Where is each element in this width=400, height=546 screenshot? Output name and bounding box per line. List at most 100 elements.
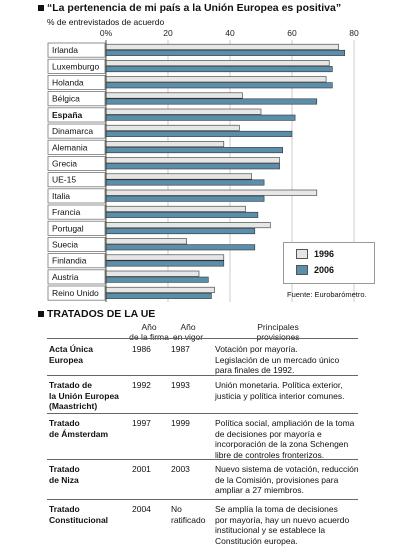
row-divider (47, 413, 358, 414)
x-tick-label: 20 (163, 28, 173, 38)
x-tick-label: 0% (100, 28, 113, 38)
cell-line: 1993 (171, 380, 215, 391)
cell-line: de Niza (49, 475, 129, 486)
cell-line: Política social, ampliación de la toma (215, 418, 365, 429)
bar-2006 (106, 293, 211, 298)
bar-1996 (106, 271, 199, 276)
cell-line: Tratado (49, 418, 129, 429)
legend-item-2006: 2006 (296, 265, 334, 275)
bar-2006 (106, 212, 258, 217)
cell-line: 1987 (171, 344, 215, 355)
treaty-provisions: Votación por mayoría.Legislación de un m… (215, 344, 365, 376)
legend-swatch-1996 (296, 249, 308, 259)
category-label: Italia (52, 191, 70, 201)
category-label: Luxemburgo (52, 61, 100, 71)
x-tick-label: 80 (349, 28, 359, 38)
x-tick-label: 60 (287, 28, 297, 38)
category-label: España (52, 110, 83, 120)
cell-line: Nuevo sistema de votación, reducción (215, 464, 365, 475)
bar-2006 (106, 261, 224, 266)
bar-1996 (106, 125, 239, 130)
bar-2006 (106, 164, 280, 169)
header-vigor-line2: en vigor (166, 332, 210, 342)
cell-line: Tratado (49, 504, 129, 515)
bar-1996 (106, 239, 187, 244)
cell-line: 2003 (171, 464, 215, 475)
cell-line: Tratado de (49, 380, 129, 391)
category-label: Suecia (52, 240, 78, 250)
legend-item-1996: 1996 (296, 249, 334, 259)
treaty-signed-year: 2004 (132, 504, 162, 515)
category-label: Grecia (52, 159, 77, 169)
cell-line: Votación por mayoría. (215, 344, 365, 355)
header-divider (47, 338, 358, 339)
header-vigor: Año en vigor (166, 322, 210, 342)
category-label: UE-15 (52, 175, 76, 185)
treaties-bullet (38, 311, 44, 317)
bar-2006 (106, 131, 292, 136)
cell-line: para finales de 1992. (215, 365, 365, 376)
bar-1996 (106, 141, 224, 146)
row-divider (47, 375, 358, 376)
treaty-in-force-year: 2003 (171, 464, 215, 475)
category-label: Austria (52, 272, 79, 282)
bar-1996 (106, 60, 329, 65)
header-vigor-line1: Año (166, 322, 210, 332)
category-label: Bélgica (52, 94, 80, 104)
cell-line: Se amplía la toma de decisiones (215, 504, 365, 515)
category-label: Finlandia (52, 256, 87, 266)
bar-2006 (106, 115, 295, 120)
cell-line: No (171, 504, 215, 515)
bar-1996 (106, 93, 242, 98)
cell-line: justicia y política interior comunes. (215, 391, 365, 402)
bar-1996 (106, 44, 339, 49)
bar-1996 (106, 158, 280, 163)
cell-line: de decisiones por mayoría e (215, 429, 365, 440)
bar-2006 (106, 245, 255, 250)
legend-label-2006: 2006 (314, 265, 334, 275)
bar-2006 (106, 180, 264, 185)
cell-line: ampliar a 27 miembros. (215, 485, 365, 496)
cell-line: institucional y se establece la (215, 525, 365, 536)
cell-line: por mayoría, hay un nuevo acuerdo (215, 515, 365, 526)
category-label: Reino Unido (52, 288, 99, 298)
category-label: Irlanda (52, 45, 78, 55)
row-divider (47, 459, 358, 460)
bar-2006 (106, 50, 345, 55)
bar-1996 (106, 222, 270, 227)
header-provisiones-line1: Principales (222, 322, 334, 332)
legend-label-1996: 1996 (314, 249, 334, 259)
bar-1996 (106, 174, 252, 179)
treaty-provisions: Unión monetaria. Política exterior,justi… (215, 380, 365, 401)
cell-line: de Ámsterdam (49, 429, 129, 440)
cell-line: ratificado (171, 515, 215, 526)
cell-line: la Unión Europea (49, 391, 129, 402)
header-provisiones-line2: provisiones (222, 332, 334, 342)
category-label: Holanda (52, 78, 84, 88)
legend-swatch-2006 (296, 265, 308, 275)
category-label: Dinamarca (52, 126, 93, 136)
treaty-signed-year: 1986 (132, 344, 162, 355)
bar-2006 (106, 83, 332, 88)
bar-2006 (106, 277, 208, 282)
bar-2006 (106, 66, 332, 71)
bar-2006 (106, 196, 264, 201)
cell-line: de la Comisión, provisiones para (215, 475, 365, 486)
bar-2006 (106, 228, 255, 233)
treaty-in-force-year: 1999 (171, 418, 215, 429)
bar-1996 (106, 206, 246, 211)
bar-2006 (106, 99, 317, 104)
cell-line: Unión monetaria. Política exterior, (215, 380, 365, 391)
chart-legend: 1996 2006 (283, 242, 375, 284)
treaty-signed-year: 1992 (132, 380, 162, 391)
treaty-signed-year: 1997 (132, 418, 162, 429)
bar-1996 (106, 255, 224, 260)
treaty-in-force-year: 1993 (171, 380, 215, 391)
